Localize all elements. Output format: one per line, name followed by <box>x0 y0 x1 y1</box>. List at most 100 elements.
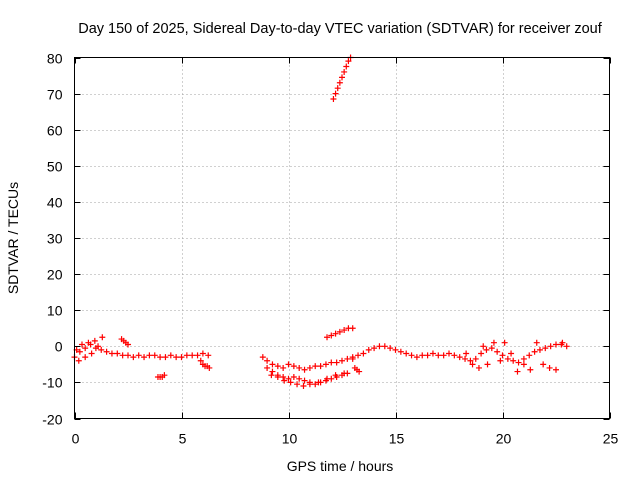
data-point <box>429 350 436 357</box>
data-point <box>269 368 276 375</box>
data-point <box>99 334 106 341</box>
data-point <box>559 339 566 346</box>
y-tick-label: -10 <box>42 375 62 391</box>
data-point <box>515 359 522 366</box>
data-point <box>408 352 415 359</box>
data-point <box>312 363 319 370</box>
data-point <box>269 361 276 368</box>
data-point <box>173 354 180 361</box>
x-tick-label: 15 <box>389 431 405 447</box>
data-point <box>285 361 292 368</box>
series-zouf-dip-13 <box>351 364 363 375</box>
data-point <box>75 357 82 364</box>
data-point <box>78 341 85 348</box>
data-point <box>197 357 204 364</box>
y-tick-label: 0 <box>55 339 63 355</box>
data-point <box>300 383 307 390</box>
data-point <box>419 352 426 359</box>
data-point <box>563 343 570 350</box>
y-tick-label: 50 <box>47 159 63 175</box>
x-tick-label: 5 <box>179 431 187 447</box>
data-point <box>119 352 126 359</box>
data-point <box>114 350 121 357</box>
series-zouf-mid <box>259 354 356 373</box>
data-point <box>514 368 521 375</box>
data-point <box>360 350 367 357</box>
data-point <box>397 348 404 355</box>
data-point <box>345 58 352 65</box>
y-tick-label: 60 <box>47 123 63 139</box>
data-point <box>547 343 554 350</box>
data-point <box>98 346 105 353</box>
data-point <box>488 345 495 352</box>
tick-labels: -20 -10 0 10 20 30 40 50 60 70 80 0 5 10 15 20 25 <box>42 51 618 447</box>
data-point <box>376 343 383 350</box>
data-point <box>494 348 501 355</box>
data-point <box>333 359 340 366</box>
data-point <box>542 345 549 352</box>
data-point <box>189 352 196 359</box>
data-point <box>553 341 559 348</box>
x-tick-label: 25 <box>603 431 619 447</box>
data-point <box>339 357 345 364</box>
chart-title: Day 150 of 2025, Sidereal Day-to-day VTE… <box>78 21 603 37</box>
data-point <box>108 350 115 357</box>
data-point <box>317 363 324 370</box>
data-point <box>125 352 131 359</box>
data-point <box>501 339 508 346</box>
data-point <box>480 343 487 350</box>
data-point <box>328 359 335 366</box>
data-point <box>157 354 164 361</box>
y-tick-label: 20 <box>47 267 63 283</box>
series-zouf-positive-12 <box>324 325 356 341</box>
data-point <box>330 96 337 103</box>
data-point <box>281 377 288 384</box>
series-zouf-arc-6 <box>197 357 213 371</box>
data-point <box>508 350 515 357</box>
data-point <box>280 364 287 371</box>
data-point <box>365 346 372 353</box>
data-point <box>167 352 174 359</box>
x-axis-title: GPS time / hours <box>287 458 394 474</box>
data-point <box>285 375 292 382</box>
data-point <box>341 327 348 334</box>
data-point <box>484 361 491 368</box>
data-point <box>510 357 517 364</box>
data-point <box>381 343 388 350</box>
data-point <box>336 328 343 335</box>
data-point <box>91 337 98 344</box>
data-point <box>290 373 297 380</box>
series-zouf-dip-4 <box>154 372 168 380</box>
data-point <box>280 373 287 380</box>
series-zouf-arc-2 <box>118 336 131 348</box>
data-point <box>194 352 201 359</box>
data-point <box>332 372 339 379</box>
data-point <box>130 354 137 361</box>
series-zouf-high-arc <box>330 54 354 103</box>
data-point <box>469 361 476 368</box>
data-point <box>546 364 553 371</box>
data-point <box>504 355 511 362</box>
data-point <box>315 379 322 386</box>
data-point <box>475 364 482 371</box>
data-point <box>392 346 399 353</box>
data-point <box>349 354 356 361</box>
data-point <box>527 366 534 373</box>
data-point <box>339 74 345 81</box>
data-point <box>328 332 335 339</box>
data-point <box>296 375 303 382</box>
y-tick-label: 30 <box>47 231 63 247</box>
data-point <box>341 68 348 75</box>
data-point <box>306 381 313 388</box>
y-tick-label: 10 <box>47 303 63 319</box>
data-point <box>451 352 458 359</box>
y-tick-label: 80 <box>47 51 63 67</box>
series-zouf-mid-lowest <box>268 370 348 390</box>
data-point <box>356 368 363 375</box>
data-point <box>146 352 153 359</box>
data-point <box>259 354 266 361</box>
data-point <box>403 350 410 357</box>
data-point <box>264 364 271 371</box>
series-zouf-late <box>349 341 570 366</box>
